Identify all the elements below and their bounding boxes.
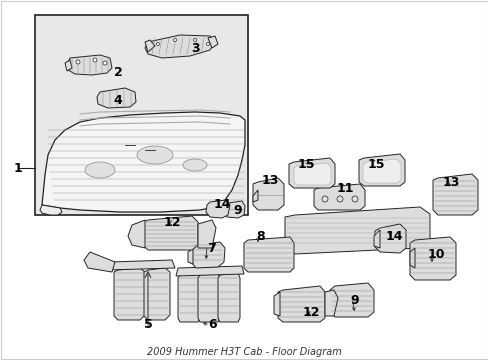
Polygon shape [373, 230, 379, 248]
Polygon shape [288, 158, 334, 188]
Text: 8: 8 [256, 230, 265, 243]
Circle shape [351, 196, 357, 202]
Polygon shape [278, 286, 325, 322]
Circle shape [173, 39, 176, 41]
Text: 12: 12 [163, 216, 181, 229]
Circle shape [206, 42, 209, 45]
Text: 2: 2 [113, 66, 122, 78]
Circle shape [93, 58, 97, 62]
Polygon shape [252, 178, 284, 210]
Circle shape [193, 39, 196, 41]
Polygon shape [293, 163, 330, 185]
Polygon shape [128, 220, 145, 248]
Polygon shape [107, 260, 175, 270]
Text: 14: 14 [385, 230, 402, 243]
Polygon shape [409, 248, 414, 268]
Text: 4: 4 [113, 94, 122, 107]
Text: 14: 14 [213, 198, 230, 211]
Polygon shape [198, 220, 216, 248]
Polygon shape [84, 252, 115, 272]
Text: 13: 13 [261, 174, 278, 186]
Polygon shape [325, 290, 337, 316]
Polygon shape [145, 35, 215, 58]
Polygon shape [142, 216, 198, 250]
Polygon shape [205, 200, 229, 218]
Text: 9: 9 [233, 203, 242, 216]
Polygon shape [224, 201, 244, 218]
Polygon shape [358, 154, 404, 186]
Polygon shape [145, 40, 155, 52]
Polygon shape [97, 88, 136, 108]
Ellipse shape [137, 146, 173, 164]
Text: 6: 6 [208, 319, 217, 332]
Polygon shape [143, 268, 170, 320]
Text: 9: 9 [350, 293, 359, 306]
Ellipse shape [183, 159, 206, 171]
Polygon shape [191, 242, 224, 268]
Polygon shape [207, 36, 218, 48]
Text: 2009 Hummer H3T Cab - Floor Diagram: 2009 Hummer H3T Cab - Floor Diagram [147, 347, 341, 357]
Polygon shape [244, 237, 293, 272]
Text: 5: 5 [143, 319, 152, 332]
Circle shape [321, 196, 327, 202]
Polygon shape [273, 292, 280, 316]
Text: 3: 3 [191, 41, 200, 54]
Polygon shape [432, 174, 477, 215]
Text: 7: 7 [206, 242, 215, 255]
Polygon shape [187, 248, 193, 264]
Polygon shape [362, 159, 400, 183]
Text: 13: 13 [442, 176, 459, 189]
Text: 11: 11 [336, 181, 353, 194]
Polygon shape [329, 283, 373, 317]
Polygon shape [42, 112, 244, 212]
Circle shape [336, 196, 342, 202]
Text: 10: 10 [427, 248, 444, 261]
Polygon shape [252, 190, 258, 202]
Polygon shape [176, 266, 244, 276]
Polygon shape [218, 273, 240, 322]
Text: 12: 12 [302, 306, 319, 319]
Circle shape [156, 42, 159, 45]
Polygon shape [374, 224, 405, 253]
Polygon shape [178, 273, 200, 322]
Polygon shape [40, 205, 62, 215]
Polygon shape [313, 184, 364, 210]
Polygon shape [409, 237, 455, 280]
Polygon shape [68, 55, 112, 75]
Text: 15: 15 [366, 158, 384, 171]
Polygon shape [65, 60, 72, 71]
Polygon shape [285, 207, 429, 254]
Text: 15: 15 [297, 158, 314, 171]
Polygon shape [114, 268, 145, 320]
Bar [35, 15, 247, 215]
Text: 1: 1 [14, 162, 22, 175]
Circle shape [103, 61, 107, 65]
Circle shape [76, 60, 80, 64]
Ellipse shape [85, 162, 115, 178]
Polygon shape [198, 273, 220, 322]
